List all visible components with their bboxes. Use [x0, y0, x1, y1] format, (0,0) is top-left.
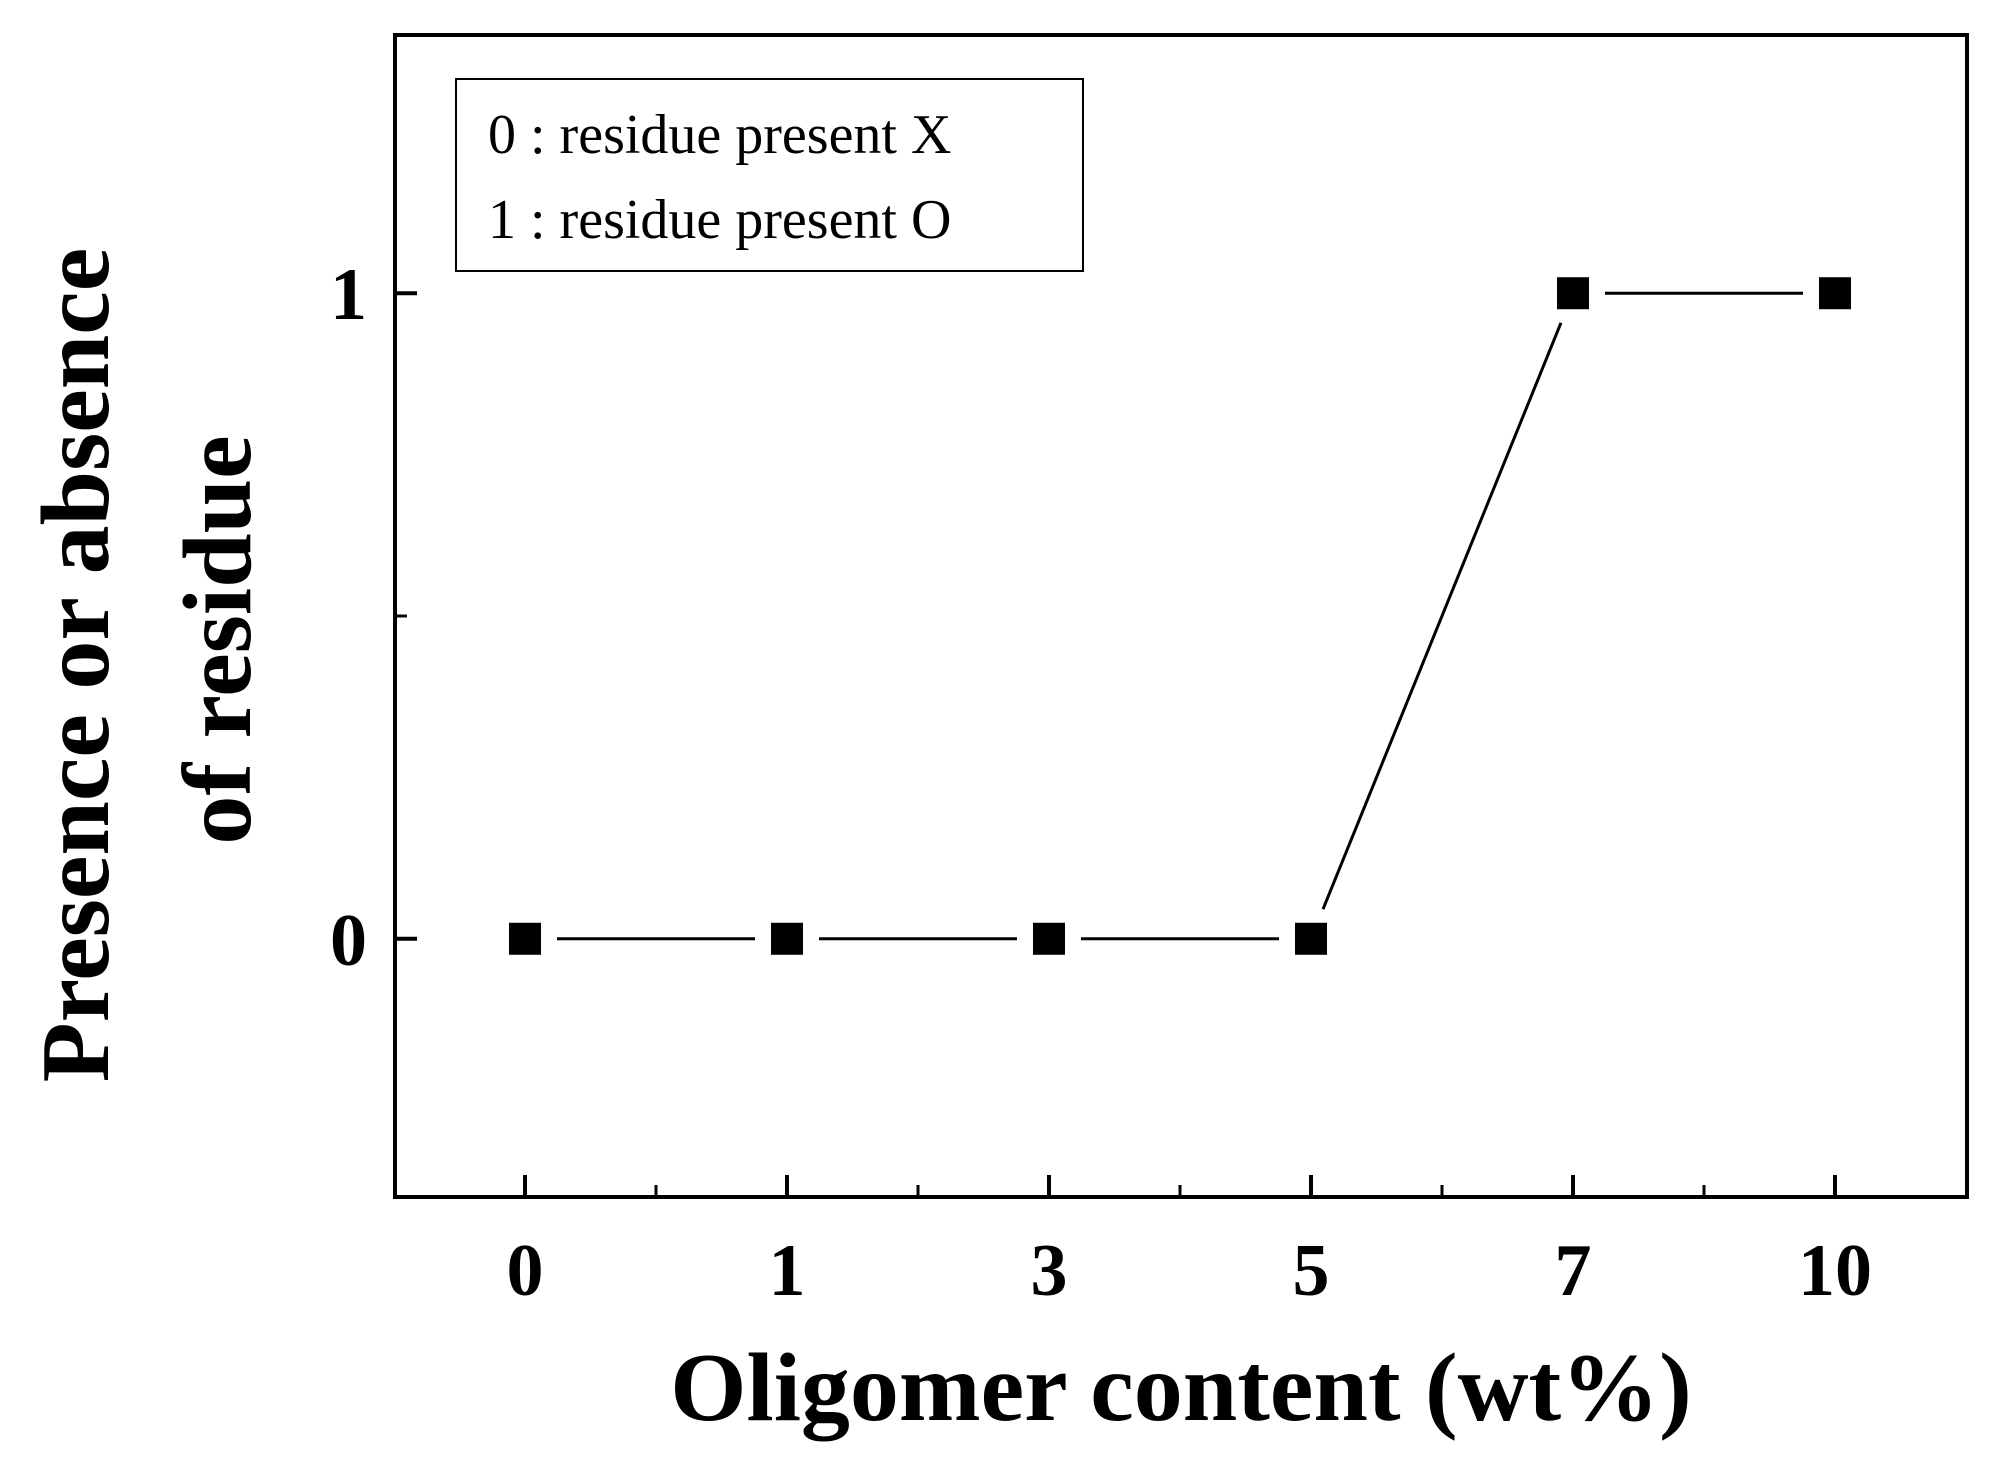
legend-entry-1: 1 : residue present O: [488, 189, 951, 251]
x-axis-ticks: 0 1 3 5 7 10: [507, 1175, 1872, 1312]
x-tick-label: 10: [1798, 1230, 1872, 1312]
x-tick-label: 1: [769, 1230, 806, 1312]
data-point: [1033, 922, 1065, 955]
y-axis-title-line1: Presence or absence: [22, 248, 130, 1083]
x-tick-label: 5: [1293, 1230, 1330, 1312]
data-point: [1819, 277, 1851, 310]
y-tick-label: 1: [330, 254, 367, 336]
legend-box: [455, 78, 1084, 272]
y-axis-title-line2: of residue: [164, 435, 272, 844]
data-point: [509, 922, 541, 955]
x-tick-label: 7: [1555, 1230, 1592, 1312]
data-point: [771, 922, 803, 955]
legend: 0 : residue present X 1 : residue presen…: [455, 78, 1084, 272]
x-tick-label: 3: [1031, 1230, 1068, 1312]
y-axis-title: Presence or absence of residue: [22, 248, 272, 1083]
legend-entry-0: 0 : residue present X: [488, 104, 951, 166]
x-tick-label: 0: [507, 1230, 544, 1312]
y-tick-label: 0: [330, 900, 367, 982]
x-axis-title: Oligomer content (wt%): [670, 1334, 1692, 1442]
data-point: [1295, 922, 1327, 955]
series-group: [509, 277, 1851, 955]
y-axis-ticks: 10: [330, 254, 417, 982]
series-line-segment: [1321, 322, 1563, 910]
data-point: [1557, 277, 1589, 310]
